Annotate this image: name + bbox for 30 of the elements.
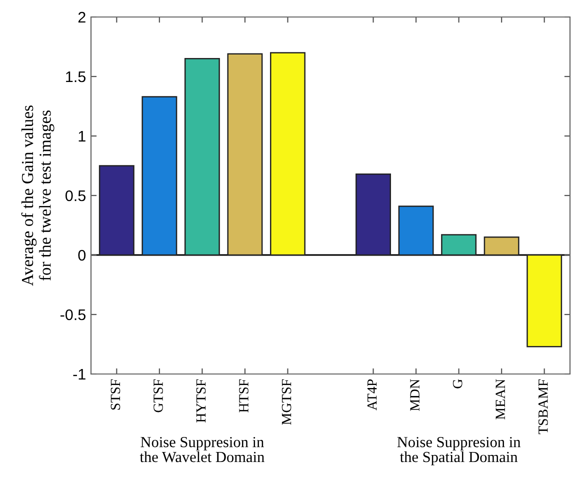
y-tick-label: 1 xyxy=(78,131,86,142)
bar xyxy=(98,165,134,256)
x-tick-label: STSF xyxy=(110,379,120,410)
bar xyxy=(356,173,391,256)
bar xyxy=(142,96,178,256)
y-tick-label: 2 xyxy=(78,12,86,23)
text: Noise Suppresion in the Spatial Domain xyxy=(397,436,521,466)
bar xyxy=(184,58,220,256)
y-tick-label: -1 xyxy=(73,369,86,380)
x-tick-label: TSBAMF xyxy=(538,379,548,434)
text: Noise Suppresion in the Wavelet Domain xyxy=(140,436,264,462)
x-tick-label: HTSF xyxy=(239,379,248,412)
x-tick-label: MDN xyxy=(410,379,420,411)
bar xyxy=(227,53,263,256)
y-tick-label: 0.5 xyxy=(66,190,86,202)
x-tick-label: G xyxy=(452,379,462,388)
y-tick-label: 1.5 xyxy=(66,72,86,82)
x-tick-label: GTSF xyxy=(154,379,163,412)
x-tick-label: MEAN xyxy=(496,379,505,420)
bar xyxy=(398,206,434,256)
bar xyxy=(270,52,306,256)
bar xyxy=(526,254,562,348)
y-axis-title: Average of the Gain values for the twelve test images xyxy=(21,106,54,286)
bar xyxy=(484,236,520,256)
bar xyxy=(441,234,477,256)
x-tick-label: HYTSF xyxy=(196,379,206,422)
y-tick-label: 0 xyxy=(78,250,86,261)
x-tick-label: MGTSF xyxy=(282,379,292,425)
y-tick-label: -0.5 xyxy=(60,309,86,320)
x-tick-label: AT4P xyxy=(367,379,377,410)
